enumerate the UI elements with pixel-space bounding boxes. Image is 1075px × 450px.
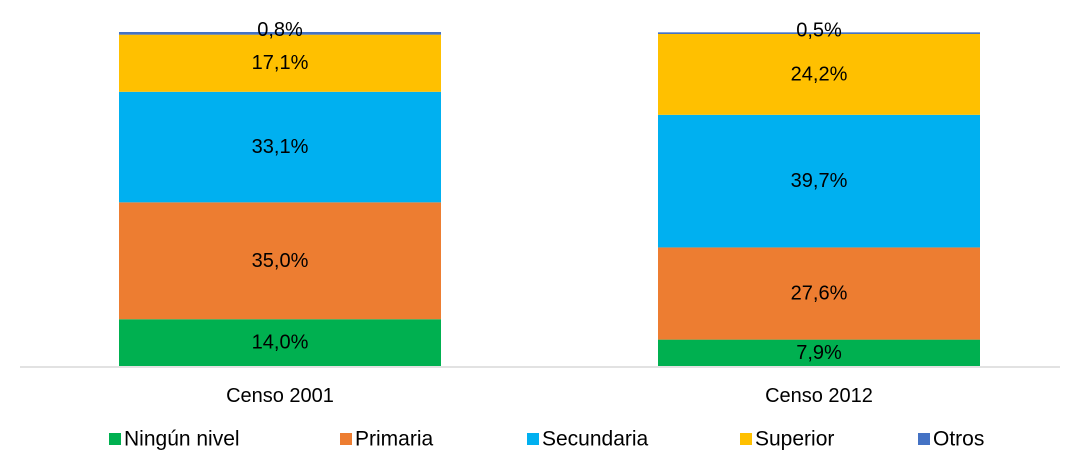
bar-segment-secundaria-censo-2001: [119, 91, 441, 203]
legend-label-secundaria: Secundaria: [542, 428, 649, 450]
data-label-primaria-censo-2001: 35,0%: [252, 250, 309, 272]
legend-label-otros: Otros: [933, 428, 984, 450]
data-label-primaria-censo-2012: 27,6%: [791, 283, 848, 305]
bar-segment-primaria-censo-2012: [658, 247, 980, 340]
bar-segment-ningun-nivel-censo-2001: [119, 319, 441, 366]
data-label-secundaria-censo-2001: 33,1%: [252, 136, 309, 158]
legend-swatch-ningun-nivel: [109, 433, 121, 445]
bar-segment-superior-censo-2001: [119, 34, 441, 92]
bar-segment-superior-censo-2012: [658, 34, 980, 115]
data-label-superior-censo-2012: 24,2%: [791, 63, 848, 85]
legend-swatch-primaria: [340, 433, 352, 445]
bar-segment-otros-censo-2012: [658, 32, 980, 35]
legend-label-primaria: Primaria: [355, 428, 433, 450]
data-label-otros-censo-2012: 0,5%: [796, 19, 842, 41]
data-label-otros-censo-2001: 0,8%: [257, 19, 303, 41]
bars-layer: 14,0% 35,0% 33,1% 17,1% 0,8% 7,9% 27,6% 39,7% 24…: [119, 19, 980, 366]
bar-segment-secundaria-censo-2012: [658, 114, 980, 248]
category-label-censo-2012: Censo 2012: [765, 385, 873, 407]
legend-swatch-secundaria: [527, 433, 539, 445]
data-label-ningun-nivel-censo-2001: 14,0%: [252, 332, 309, 354]
data-label-secundaria-censo-2012: 39,7%: [791, 170, 848, 192]
legend-label-ningun-nivel: Ningún nivel: [124, 428, 240, 450]
data-label-ningun-nivel-censo-2012: 7,9%: [796, 342, 842, 364]
data-label-superior-censo-2001: 17,1%: [252, 52, 309, 74]
bar-segment-otros-censo-2001: [119, 32, 441, 35]
category-label-censo-2001: Censo 2001: [226, 385, 334, 407]
legend-label-superior: Superior: [755, 428, 834, 450]
legend-swatch-otros: [918, 433, 930, 445]
legend-swatch-superior: [740, 433, 752, 445]
bar-segment-primaria-censo-2001: [119, 202, 441, 320]
legend: Ningún nivel Primaria Secundaria Superior Ot…: [109, 428, 984, 450]
category-labels: Censo 2001 Censo 2012: [226, 385, 873, 407]
bar-segment-ningun-nivel-censo-2012: [658, 339, 980, 366]
